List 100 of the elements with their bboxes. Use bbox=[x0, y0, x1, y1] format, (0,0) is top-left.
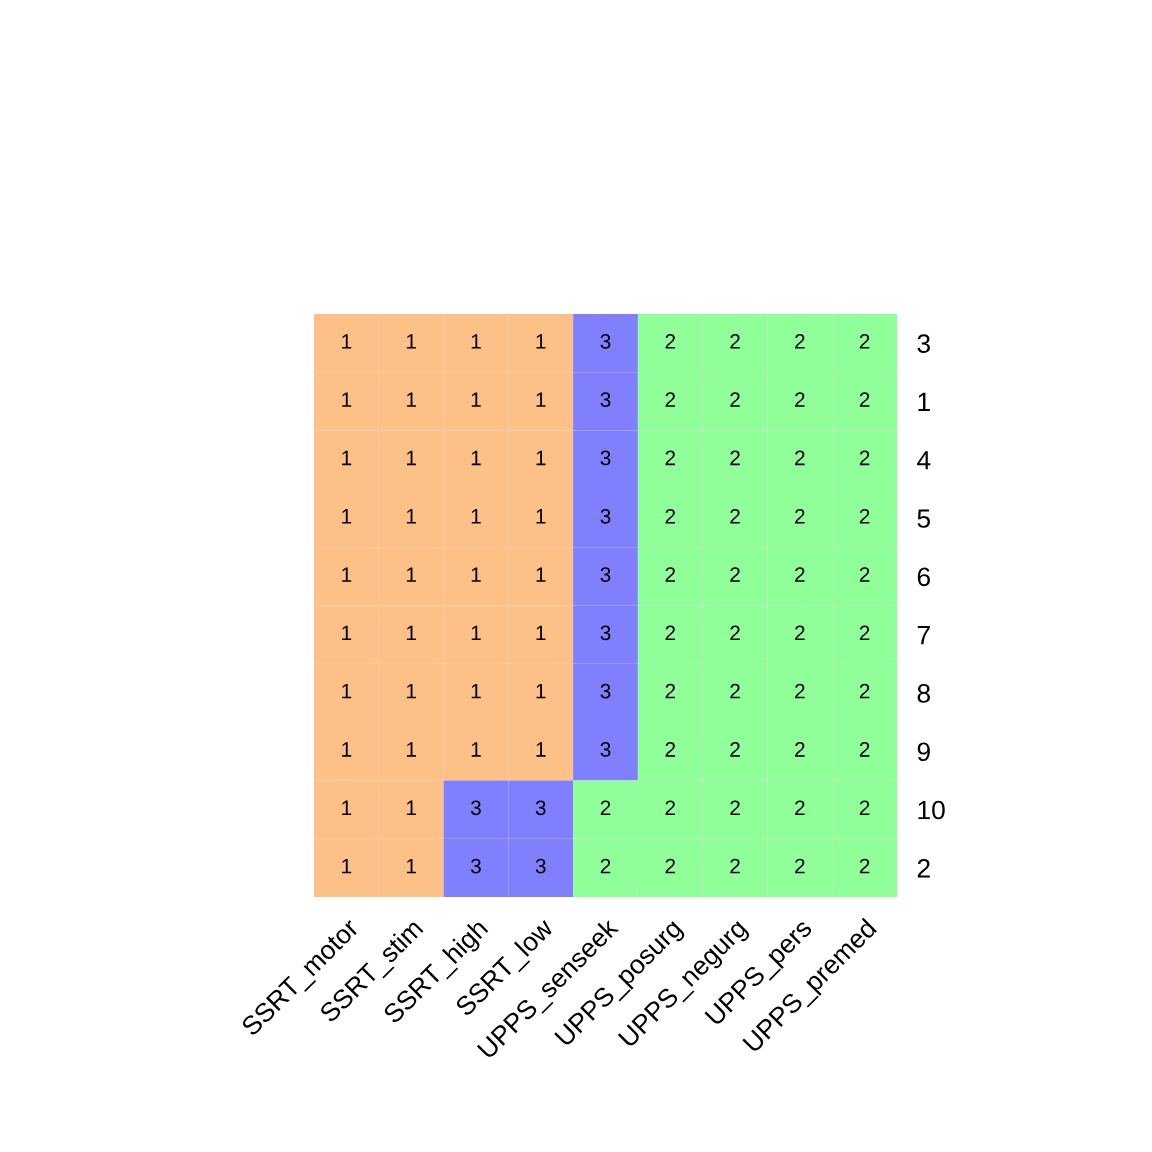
data-label: 1 bbox=[471, 567, 481, 582]
data-label: 1 bbox=[536, 684, 546, 699]
data-label: 1 bbox=[536, 567, 546, 582]
data-label: 1 bbox=[536, 392, 546, 407]
data-label: 2 bbox=[859, 858, 870, 874]
data-label: 3 bbox=[600, 683, 611, 699]
y-tick-label: 8 bbox=[917, 684, 930, 703]
data-label: 2 bbox=[859, 683, 870, 699]
data-label: 2 bbox=[730, 683, 740, 699]
data-label: 2 bbox=[730, 567, 740, 582]
data-label: 3 bbox=[600, 567, 611, 582]
data-label: 1 bbox=[342, 684, 352, 699]
y-tick-label: 1 bbox=[918, 392, 930, 412]
data-label: 1 bbox=[471, 742, 481, 757]
data-label: 2 bbox=[665, 333, 676, 349]
data-label: 3 bbox=[600, 392, 611, 408]
data-label: 3 bbox=[600, 742, 611, 757]
data-label: 3 bbox=[600, 333, 611, 349]
data-label: 2 bbox=[795, 333, 805, 349]
data-label: 1 bbox=[536, 450, 546, 466]
data-label: 2 bbox=[795, 683, 805, 699]
data-label: 1 bbox=[406, 509, 416, 524]
data-label: 2 bbox=[859, 392, 870, 407]
data-label: 2 bbox=[859, 800, 870, 815]
data-label: 1 bbox=[406, 625, 416, 641]
data-label: 2 bbox=[665, 567, 676, 582]
data-label: 1 bbox=[342, 625, 352, 641]
y-tick-label: 5 bbox=[917, 509, 931, 528]
data-label: 2 bbox=[859, 567, 870, 582]
data-label: 2 bbox=[859, 450, 870, 466]
data-label: 2 bbox=[665, 625, 676, 641]
data-label: 1 bbox=[342, 742, 352, 757]
data-label: 1 bbox=[471, 334, 481, 349]
data-label: 3 bbox=[600, 450, 611, 466]
data-label: 2 bbox=[600, 858, 611, 874]
data-label: 2 bbox=[859, 625, 870, 641]
data-label: 2 bbox=[795, 858, 805, 874]
y-tick-label: 4 bbox=[917, 451, 931, 470]
y-tick-label: 6 bbox=[917, 567, 930, 587]
data-label: 1 bbox=[471, 625, 481, 641]
data-label: 2 bbox=[730, 450, 740, 466]
data-label: 1 bbox=[536, 625, 546, 641]
data-label: 1 bbox=[406, 450, 416, 466]
data-label: 1 bbox=[471, 509, 481, 524]
data-label: 2 bbox=[665, 683, 676, 699]
data-label: 3 bbox=[600, 625, 611, 641]
data-label: 1 bbox=[406, 567, 416, 582]
data-label: 2 bbox=[730, 392, 740, 407]
data-label: 1 bbox=[406, 334, 416, 349]
data-label: 1 bbox=[342, 567, 352, 582]
data-label: 1 bbox=[406, 742, 416, 757]
y-tick-label: 2 bbox=[917, 858, 930, 878]
data-label: 2 bbox=[859, 333, 870, 349]
data-label: 1 bbox=[471, 684, 481, 699]
data-label: 2 bbox=[730, 625, 740, 641]
data-label: 1 bbox=[471, 450, 481, 466]
data-label: 1 bbox=[406, 858, 416, 874]
y-tick-label: 7 bbox=[917, 626, 930, 645]
data-label: 1 bbox=[342, 509, 352, 524]
data-label: 1 bbox=[342, 800, 352, 815]
data-label: 3 bbox=[470, 800, 481, 816]
data-label: 2 bbox=[665, 392, 676, 407]
data-label: 2 bbox=[730, 508, 740, 524]
data-label: 2 bbox=[730, 333, 740, 349]
data-label: 2 bbox=[600, 800, 611, 815]
data-label: 1 bbox=[342, 334, 352, 349]
data-label: 1 bbox=[406, 392, 416, 407]
data-label: 2 bbox=[859, 508, 870, 524]
data-label: 2 bbox=[730, 800, 740, 815]
data-label: 1 bbox=[342, 392, 352, 407]
data-label: 2 bbox=[795, 742, 805, 757]
data-label: 2 bbox=[665, 742, 676, 757]
data-label: 2 bbox=[859, 742, 870, 757]
data-label: 2 bbox=[795, 450, 805, 466]
y-tick-label: 9 bbox=[917, 742, 930, 762]
data-label: 2 bbox=[730, 742, 740, 757]
data-label: 2 bbox=[795, 625, 805, 641]
data-label: 2 bbox=[665, 508, 676, 524]
data-label: 2 bbox=[665, 858, 676, 874]
data-label: 3 bbox=[535, 800, 546, 816]
data-label: 3 bbox=[600, 508, 611, 524]
data-label: 2 bbox=[795, 800, 805, 815]
y-tick-label: 10 bbox=[918, 800, 945, 820]
data-label: 1 bbox=[342, 450, 352, 466]
data-label: 3 bbox=[535, 858, 546, 874]
data-label: 2 bbox=[795, 567, 805, 582]
data-label: 1 bbox=[342, 858, 352, 874]
data-label: 2 bbox=[730, 858, 740, 874]
data-label: 2 bbox=[665, 450, 676, 466]
data-label: 1 bbox=[536, 334, 546, 349]
data-label: 1 bbox=[406, 684, 416, 699]
data-label: 1 bbox=[536, 742, 546, 757]
data-label: 3 bbox=[470, 858, 481, 874]
data-label: 1 bbox=[406, 800, 416, 815]
data-label: 2 bbox=[795, 508, 805, 524]
data-label: 2 bbox=[795, 392, 805, 407]
data-label: 1 bbox=[471, 392, 481, 407]
y-tick-label: 3 bbox=[917, 334, 930, 353]
data-label: 2 bbox=[665, 800, 676, 815]
data-label: 1 bbox=[536, 509, 546, 524]
